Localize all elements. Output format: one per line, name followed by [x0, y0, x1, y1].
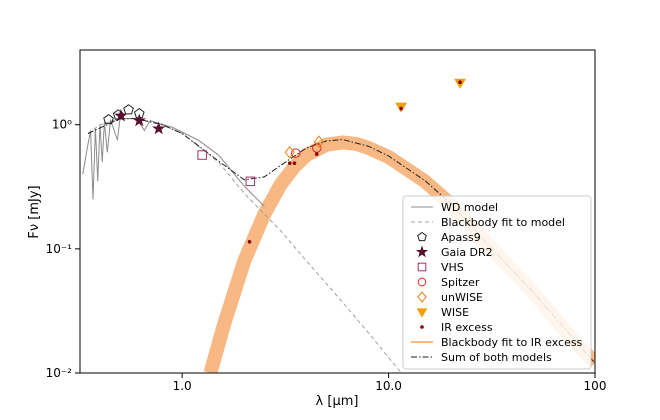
- x-tick-label: 10.0: [375, 379, 402, 393]
- legend-label: Gaia DR2: [441, 246, 493, 259]
- data-point: [114, 108, 128, 122]
- legend-swatch: [415, 245, 429, 258]
- legend-label: WD model: [441, 201, 498, 214]
- legend-label: Sum of both models: [441, 351, 552, 364]
- legend-swatch: [417, 231, 427, 242]
- legend-label: unWISE: [441, 291, 483, 304]
- legend-label: Blackbody fit to IR excess: [441, 336, 583, 349]
- legend-swatch: [416, 308, 428, 318]
- data-point: [314, 152, 319, 156]
- y-tick-label: 10⁰: [52, 118, 72, 132]
- x-tick-label: 1.0: [173, 379, 192, 393]
- data-point: [132, 113, 146, 127]
- legend-label: Blackbody fit to model: [441, 216, 565, 229]
- data-point: [458, 80, 462, 85]
- data-point: [284, 145, 295, 159]
- legend-swatch: [417, 277, 427, 287]
- data-point: [197, 150, 207, 160]
- y-tick-label: 10⁻¹: [46, 242, 73, 256]
- data-point: [292, 161, 297, 165]
- legend-swatch: [417, 262, 427, 272]
- y-axis-label: Fν [mJy]: [27, 185, 42, 238]
- legend-swatch: [420, 325, 424, 329]
- data-point: [123, 104, 134, 115]
- x-tick-label: 100: [584, 379, 607, 393]
- data-point: [152, 121, 166, 135]
- legend-label: IR excess: [441, 321, 493, 334]
- data-point: [103, 113, 114, 125]
- legend-label: WISE: [441, 306, 469, 319]
- series-line: [82, 118, 265, 207]
- axes-frame: [79, 49, 596, 374]
- data-point: [290, 148, 301, 158]
- ticks: 1.0 10.0 100 10⁻² 10⁻¹ 10⁰: [46, 118, 607, 393]
- legend-label: VHS: [441, 261, 464, 274]
- legend-swatch: [417, 291, 427, 303]
- x-axis-label: λ [μm]: [316, 394, 359, 409]
- legend-label: Apass9: [441, 231, 481, 244]
- data-point: [287, 161, 292, 165]
- legend-label: Spitzer: [441, 276, 480, 289]
- data-point: [312, 143, 322, 153]
- data-point: [247, 240, 252, 244]
- legend: WD model Blackbody fit to model Apass9 Gaia…: [402, 195, 592, 370]
- y-tick-label: 10⁻²: [46, 366, 73, 380]
- data-point: [245, 176, 256, 187]
- data-point: [313, 135, 325, 148]
- legend-box: [402, 195, 592, 370]
- data-point: [399, 106, 403, 111]
